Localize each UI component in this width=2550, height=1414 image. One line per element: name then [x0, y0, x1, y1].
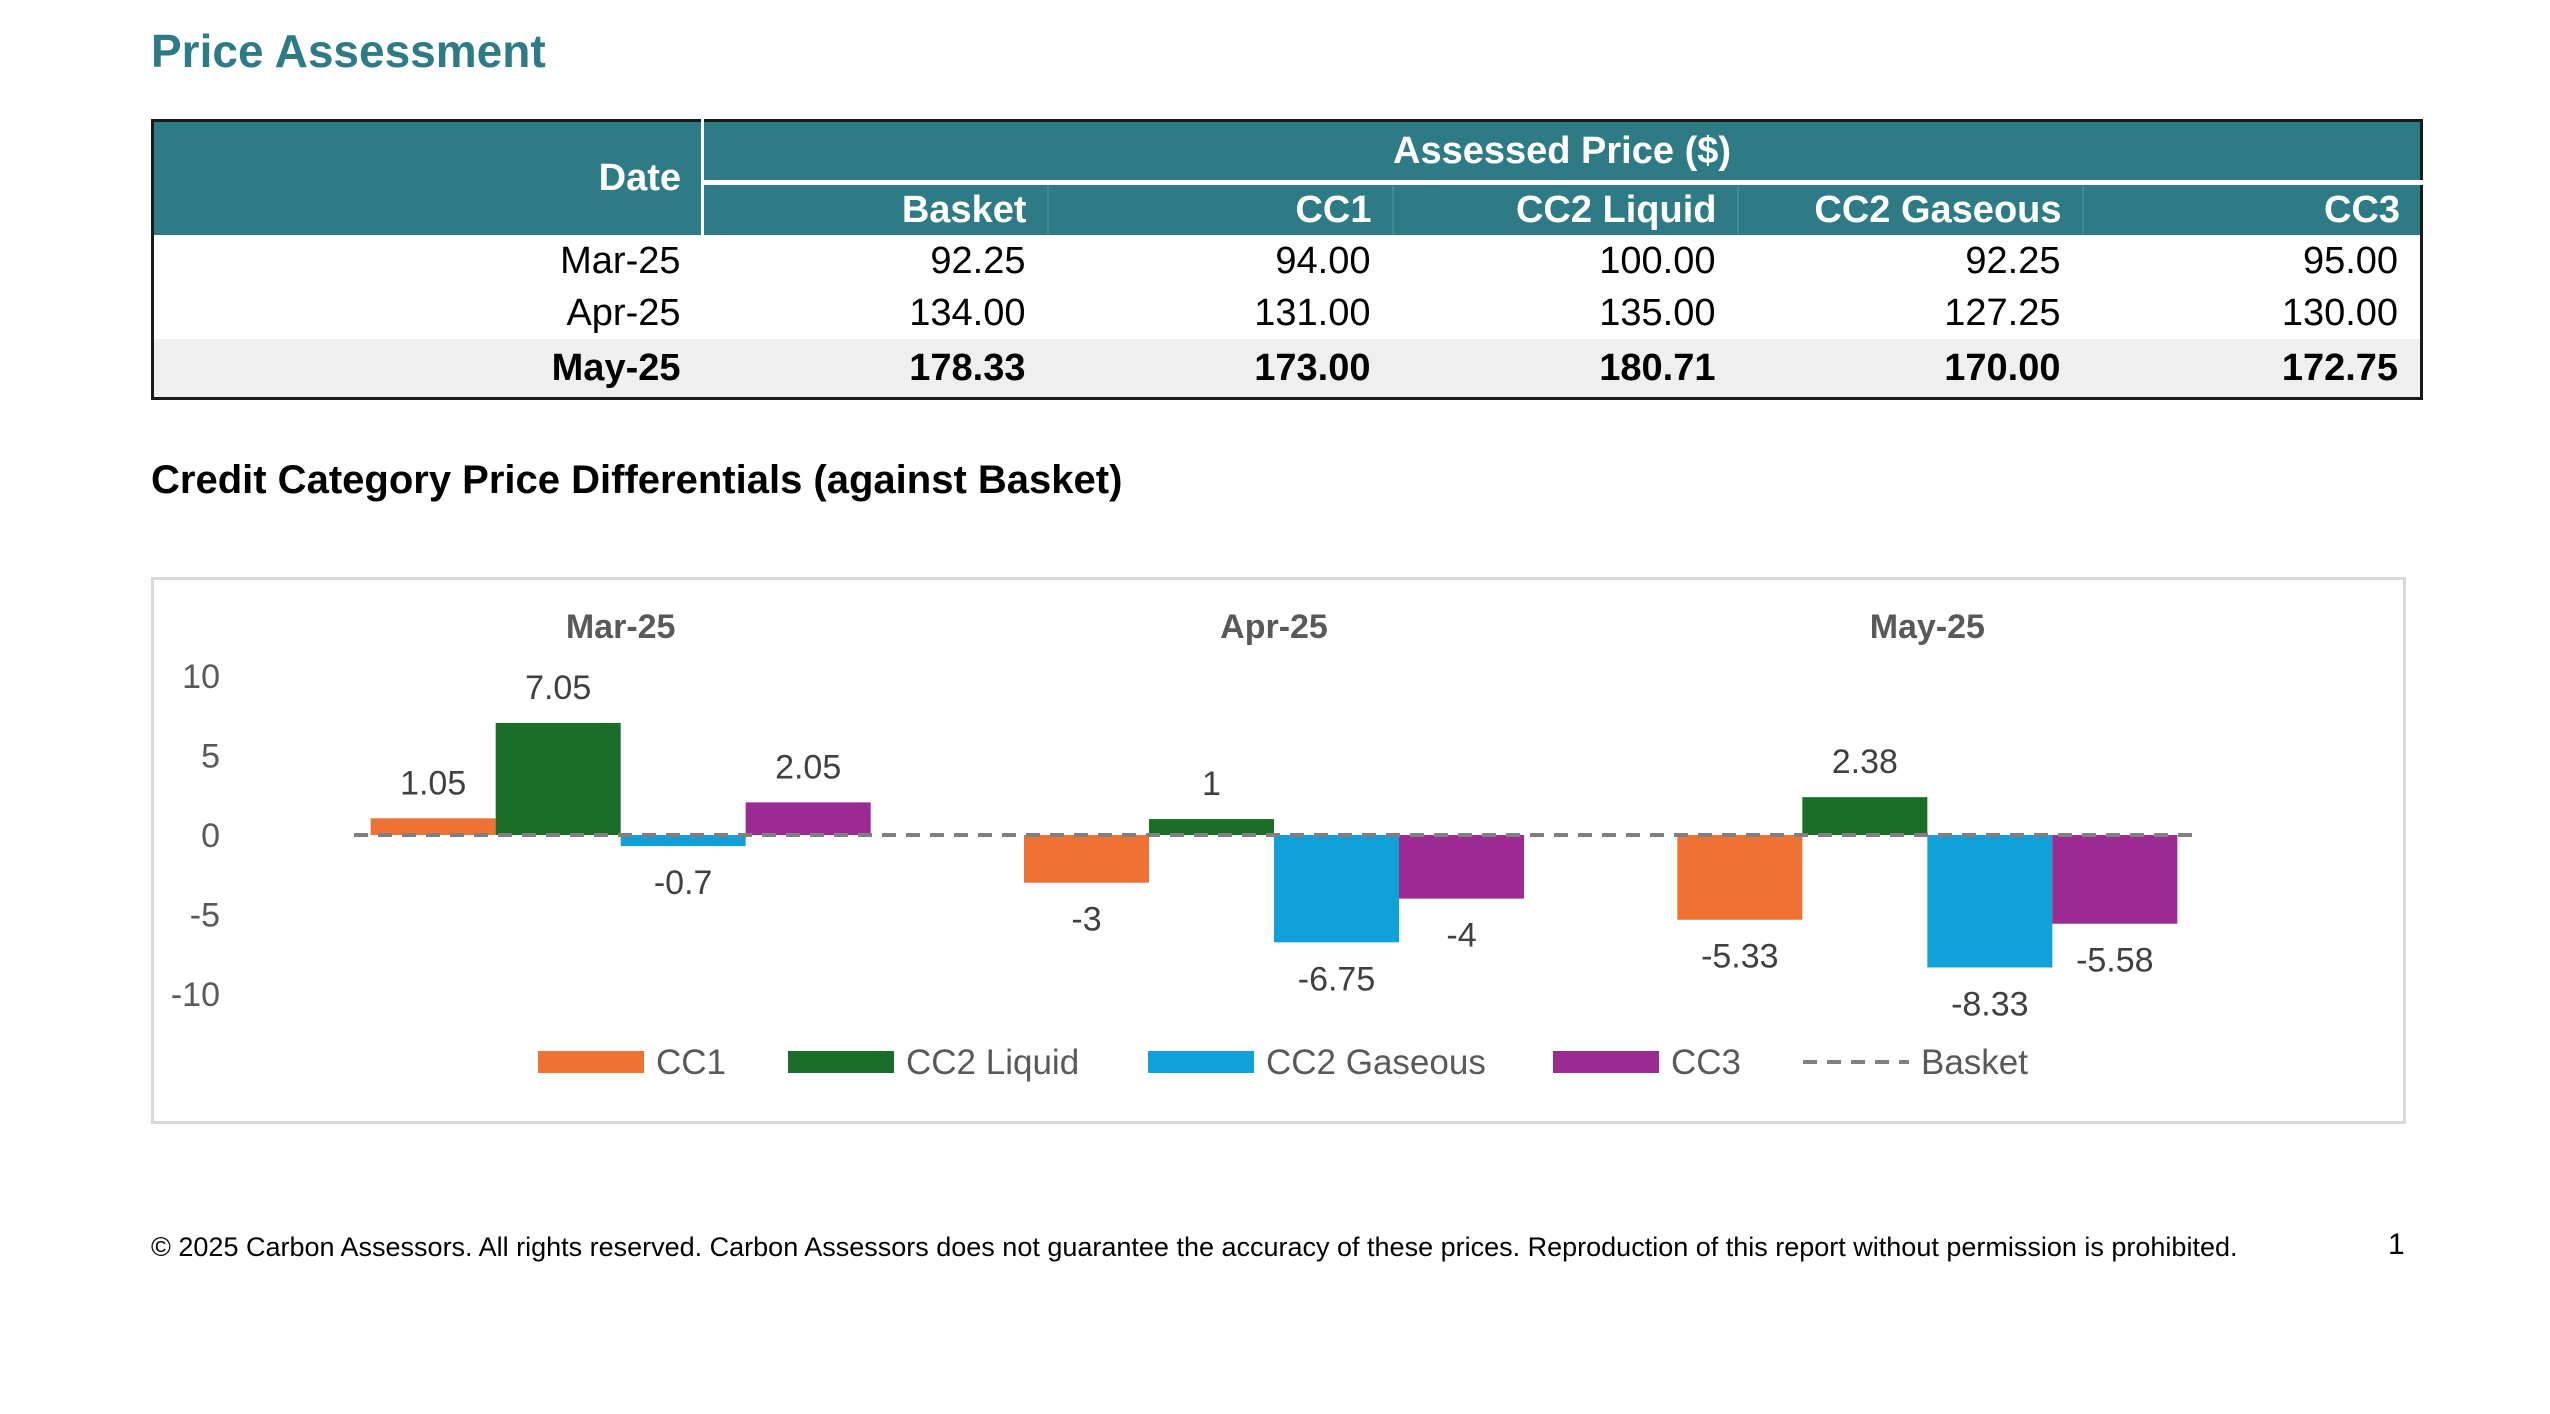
page-title: Price Assessment — [151, 25, 546, 77]
cell-cc1: 94.00 — [1275, 239, 1371, 282]
bar — [620, 835, 746, 847]
cell-cc1: 131.00 — [1254, 291, 1371, 334]
cell-cc2-liquid: 180.71 — [1392, 339, 1738, 399]
category-label: May-25 — [1870, 608, 1985, 646]
bar — [1677, 835, 1803, 920]
table-row-latest: May-25 178.33 173.00 180.71 170.00 172.7… — [152, 339, 2422, 399]
cell-cc2-gaseous: 92.25 — [1965, 239, 2061, 282]
legend-swatch — [1148, 1051, 1254, 1073]
page-number: 1 — [2388, 1228, 2405, 1261]
category-label: Apr-25 — [1220, 608, 1328, 646]
legend-label: CC2 Gaseous — [1266, 1043, 1486, 1082]
data-label: 2.38 — [1832, 743, 1898, 781]
column-header-cc3: CC3 — [2082, 182, 2422, 235]
cell-cc2-gaseous: 127.25 — [1944, 291, 2061, 334]
y-tick-label: -5 — [190, 897, 220, 935]
legend-swatch — [1553, 1051, 1659, 1073]
data-label: -5.58 — [2076, 942, 2154, 980]
cell-cc3: 130.00 — [2281, 291, 2399, 334]
date-column-header: Date — [152, 120, 704, 235]
category-label: Mar-25 — [566, 608, 676, 646]
bar — [1802, 797, 1928, 835]
bar — [1149, 819, 1274, 835]
cell-basket: 134.00 — [909, 291, 1026, 334]
legend-label: CC3 — [1671, 1043, 1741, 1082]
legend-label: CC2 Liquid — [906, 1043, 1079, 1082]
table-row: Apr-25 134.00 131.00 135.00 127.25 130.0… — [153, 287, 2422, 339]
data-label: 2.05 — [775, 748, 841, 786]
bar — [2052, 835, 2178, 924]
data-label: 1 — [1202, 765, 1221, 803]
data-label: -5.33 — [1701, 938, 1779, 976]
bar — [1927, 835, 2053, 968]
legend-label: CC1 — [656, 1043, 726, 1082]
y-tick-label: 10 — [182, 658, 220, 696]
column-header-cc2-liquid: CC2 Liquid — [1392, 182, 1739, 235]
differentials-chart: 10 5 0 -5 -10 Mar-25 Apr-25 May-25 1.05 -3 -5.33 7.… — [151, 577, 2406, 1124]
column-header-basket: Basket — [702, 182, 1049, 235]
bar — [1399, 835, 1524, 899]
data-label: 1.05 — [400, 764, 466, 802]
chart-svg: 10 5 0 -5 -10 Mar-25 Apr-25 May-25 1.05 -3 -5.33 7.… — [171, 608, 2194, 1082]
legend-swatch — [538, 1051, 644, 1073]
column-header-cc1: CC1 — [1047, 182, 1394, 235]
cell-basket: 92.25 — [930, 239, 1026, 282]
bar — [1274, 835, 1399, 943]
assessed-price-header: Assessed Price ($) — [702, 120, 2422, 185]
cell-cc2-liquid: 135.00 — [1599, 291, 1716, 334]
cell-cc1: 173.00 — [1047, 339, 1393, 399]
bar — [745, 802, 871, 835]
data-label: -4 — [1446, 917, 1476, 955]
table-row: Mar-25 92.25 94.00 100.00 92.25 95.00 — [153, 235, 2422, 287]
cell-cc2-gaseous: 170.00 — [1737, 339, 2083, 399]
data-label: 7.05 — [525, 669, 591, 707]
row-date: May-25 — [152, 339, 703, 399]
cell-basket: 178.33 — [702, 339, 1048, 399]
bar — [370, 818, 496, 835]
data-label: -8.33 — [1951, 985, 2029, 1023]
y-tick-label: -10 — [171, 976, 220, 1014]
data-label: -0.7 — [654, 864, 713, 902]
footer-disclaimer: © 2025 Carbon Assessors. All rights rese… — [151, 1232, 2238, 1262]
cell-cc3: 172.75 — [2082, 339, 2422, 399]
row-date: Apr-25 — [566, 291, 681, 334]
data-label: -3 — [1071, 901, 1101, 939]
row-date: Mar-25 — [560, 239, 681, 282]
bar — [495, 722, 621, 835]
y-tick-label: 0 — [201, 817, 220, 855]
legend-label: Basket — [1921, 1043, 2028, 1082]
price-table: Date Assessed Price ($) Basket CC1 CC2 L… — [151, 119, 2424, 400]
bar — [1024, 835, 1149, 883]
data-label: -6.75 — [1298, 960, 1376, 998]
cell-cc3: 95.00 — [2302, 239, 2399, 282]
legend-swatch — [788, 1051, 894, 1073]
chart-section-title: Credit Category Price Differentials (aga… — [151, 458, 1123, 502]
y-tick-label: 5 — [201, 738, 220, 776]
cell-cc2-liquid: 100.00 — [1599, 239, 1716, 282]
column-header-cc2-gaseous: CC2 Gaseous — [1737, 182, 2084, 235]
